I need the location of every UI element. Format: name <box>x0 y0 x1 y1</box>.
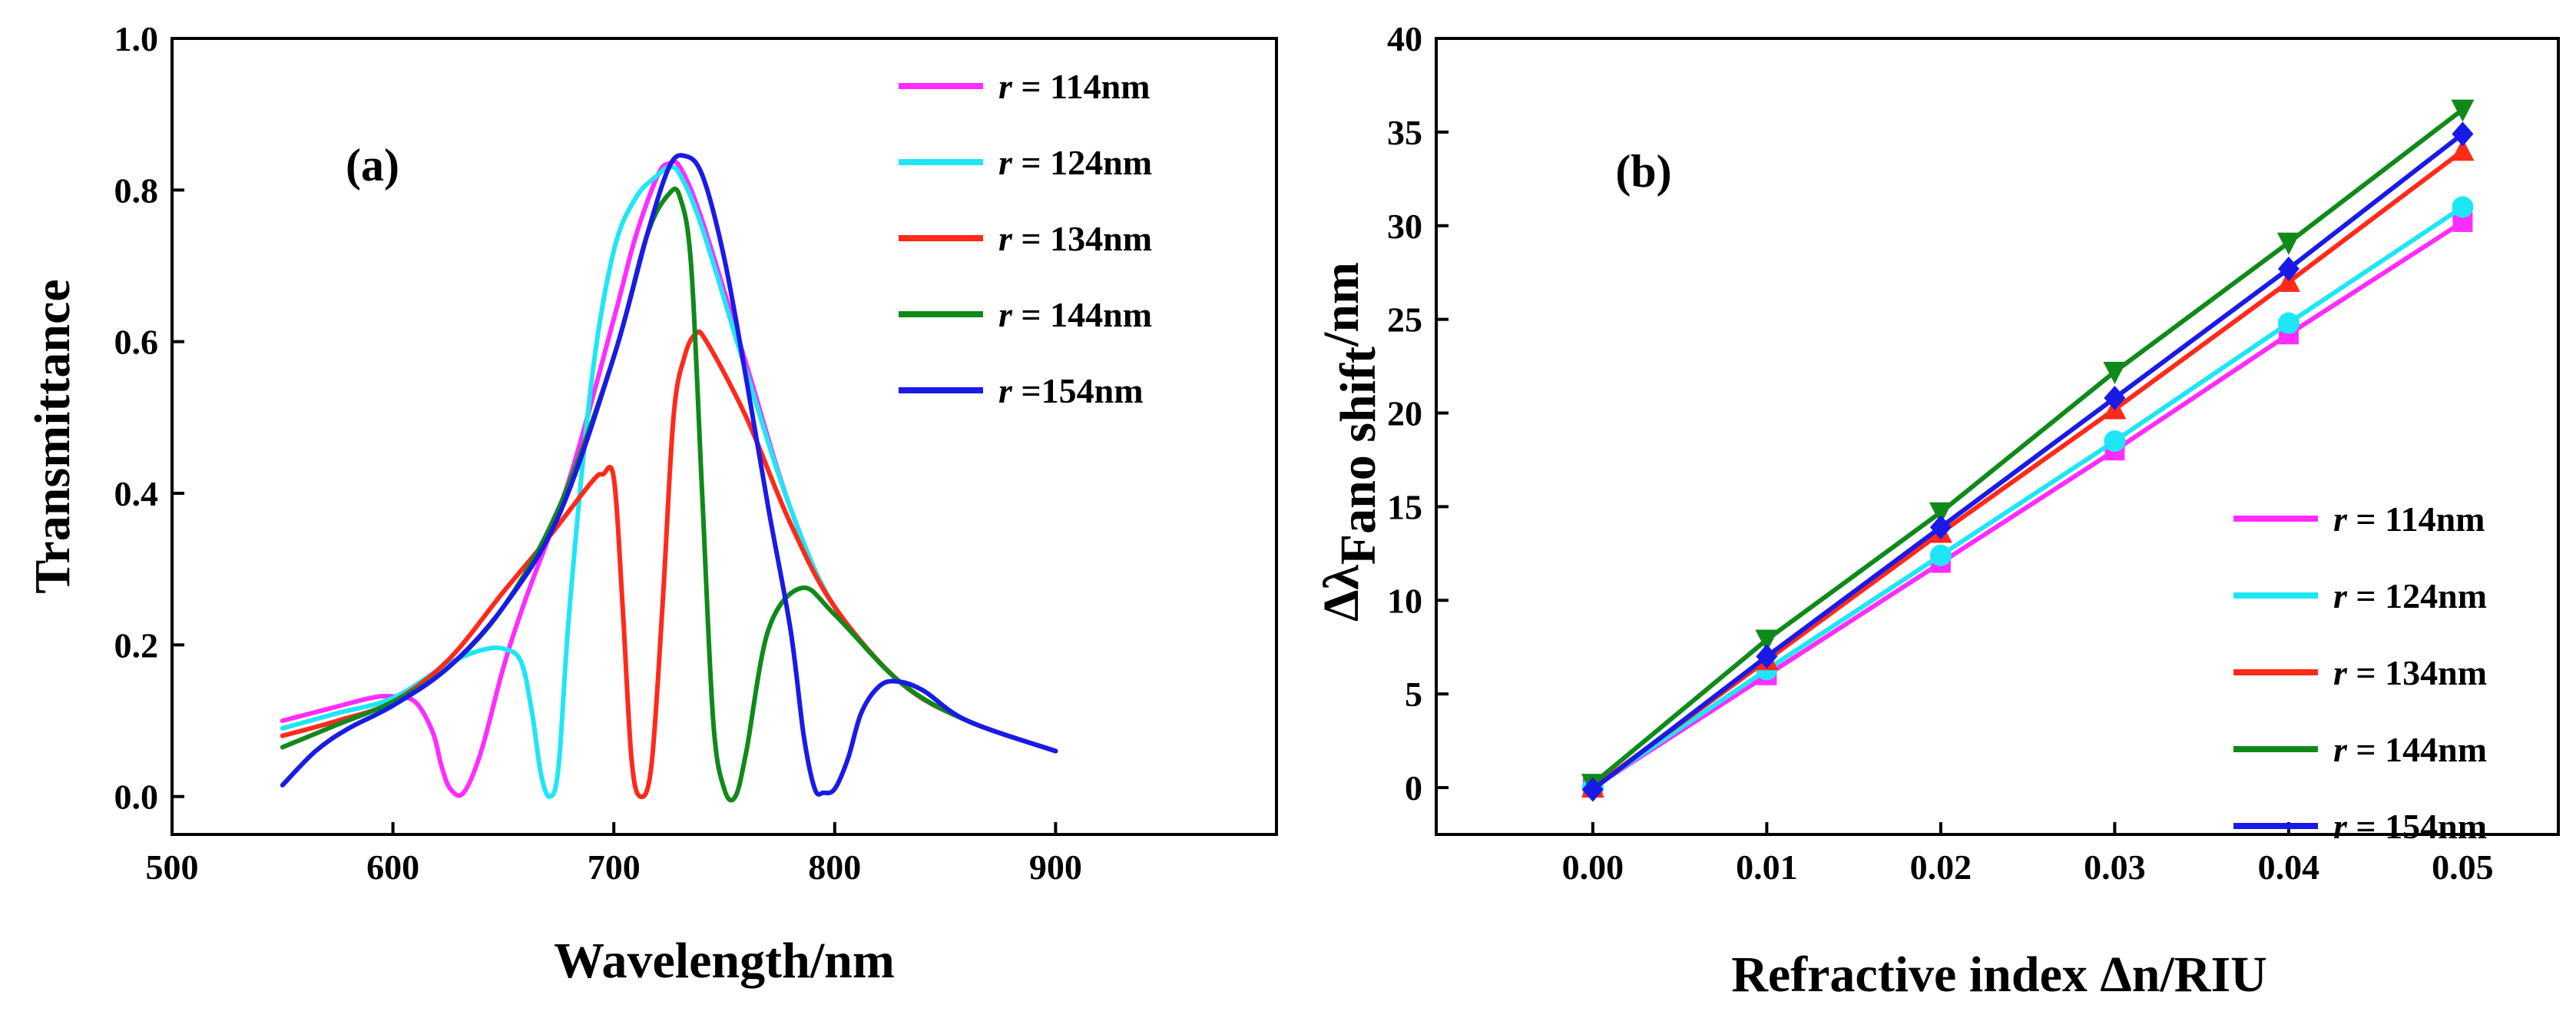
legend-label-variable: r <box>998 295 1013 334</box>
series-line <box>280 164 1058 799</box>
legend-label-value: = 114nm <box>2347 499 2485 539</box>
data-point <box>2103 361 2127 384</box>
legend-label-variable: r <box>2333 653 2348 692</box>
x-tick-label: 700 <box>588 847 641 887</box>
y-tick-label: 0.2 <box>114 625 159 665</box>
panel-label: (b) <box>1615 146 1671 197</box>
legend-label-variable: r <box>998 143 1013 182</box>
legend-label: r = 134nm <box>998 219 1152 258</box>
x-tick-label: 600 <box>366 847 419 887</box>
legend-label-variable: r <box>2333 499 2348 539</box>
plot-frame <box>171 37 1278 836</box>
legend-label-value: = 124nm <box>2347 576 2487 615</box>
data-point <box>2451 99 2475 122</box>
legend-label-value: = 124nm <box>1012 143 1152 182</box>
legend-label-variable: r <box>998 371 1013 410</box>
legend-label: r = 144nm <box>2333 730 2487 769</box>
y-tick-label: 5 <box>1405 675 1422 714</box>
legend-label: r = 124nm <box>998 143 1152 182</box>
y-tick-label: 0.8 <box>114 171 159 210</box>
chart-panel-b: 0.00 0.01 0.02 0.03 0.04 0.05 0 5 10 15 20 25 30 35 40… <box>1313 19 2560 1003</box>
y-axis-title-main: Δλ <box>1313 565 1369 622</box>
legend-label: r = 144nm <box>998 295 1152 334</box>
chart-panel-a: 500 600 700 800 900 0.0 0.2 0.4 0.6 0.8 1.0 (a) r = … <box>25 19 1278 989</box>
legend-label-value: = 154nm <box>2347 807 2487 846</box>
legend-label-variable: r <box>998 219 1013 258</box>
legend-label-value: = 144nm <box>1012 295 1152 334</box>
legend-label: r = 134nm <box>2333 653 2487 692</box>
data-point <box>2277 312 2300 334</box>
x-axis-title: Wavelength/nm <box>554 933 895 989</box>
y-tick-label: 10 <box>1387 581 1422 620</box>
data-point <box>1929 515 1952 540</box>
data-point <box>2452 121 2474 147</box>
data-point <box>1755 629 1779 652</box>
y-axis-title: ΔλFano shift/nm <box>1313 262 1386 622</box>
x-tick-label: 0.05 <box>2432 847 2494 887</box>
legend-label: r = 114nm <box>998 67 1150 106</box>
y-tick-label: 0.4 <box>114 474 159 513</box>
panel-label: (a) <box>346 140 399 191</box>
plot-frame <box>1435 37 2560 836</box>
y-tick-label: 20 <box>1387 394 1422 433</box>
x-tick-label: 0.01 <box>1736 847 1798 887</box>
legend-label-variable: r <box>998 67 1013 106</box>
series-line <box>1591 204 2465 790</box>
legend-label-variable: r <box>2333 730 2348 769</box>
data-point <box>1929 502 1952 525</box>
y-tick-label: 15 <box>1387 487 1422 526</box>
legend-label: r = 154nm <box>2333 807 2487 846</box>
legend-label: r = 124nm <box>2333 576 2487 615</box>
series-line <box>1591 131 2465 791</box>
x-axis-title: Refractive index Δn/RIU <box>1731 947 2267 1003</box>
y-tick-label: 0.0 <box>114 778 159 817</box>
y-tick-label: 30 <box>1387 207 1422 246</box>
x-tick-label: 500 <box>146 847 199 887</box>
x-tick-label: 800 <box>808 847 861 887</box>
legend-label-value: = 134nm <box>2347 653 2487 692</box>
series-line <box>280 329 1058 800</box>
legend-label-value: =154nm <box>1012 371 1144 410</box>
x-tick-label: 900 <box>1029 847 1082 887</box>
series-line <box>1591 220 2465 790</box>
legend-label-value: = 114nm <box>1012 67 1151 106</box>
legend-label-variable: r <box>2333 576 2348 615</box>
y-tick-label: 40 <box>1387 19 1422 58</box>
y-axis-title-unit: /nm <box>1313 262 1369 347</box>
legend-label: r = 114nm <box>2333 499 2485 539</box>
data-point <box>1581 777 1604 802</box>
x-tick-label: 0.02 <box>1910 847 1972 887</box>
y-axis-title: Transmittance <box>25 279 81 593</box>
data-point <box>2104 386 2126 411</box>
data-point <box>2276 232 2300 255</box>
y-axis-title-subscript: Fano shift <box>1330 347 1386 565</box>
legend-label: r =154nm <box>998 371 1144 410</box>
data-point <box>2452 196 2474 218</box>
data-point <box>1929 544 1952 566</box>
data-point <box>2104 430 2126 453</box>
y-tick-label: 35 <box>1387 113 1422 152</box>
data-point <box>2451 138 2475 161</box>
data-point <box>1756 644 1778 669</box>
y-tick-label: 1.0 <box>114 19 159 58</box>
y-tick-label: 0.6 <box>114 323 159 362</box>
x-tick-label: 0.00 <box>1562 847 1624 887</box>
legend-label-variable: r <box>2333 807 2348 846</box>
legend-label-value: = 134nm <box>1012 219 1152 258</box>
x-tick-label: 0.04 <box>2258 847 2320 887</box>
x-tick-label: 0.03 <box>2084 847 2146 887</box>
series-line <box>1591 108 2465 786</box>
legend-label-value: = 144nm <box>2347 730 2487 769</box>
y-tick-label: 25 <box>1387 300 1422 340</box>
data-point <box>2277 256 2300 281</box>
y-tick-label: 0 <box>1405 768 1422 808</box>
series-line <box>280 153 1058 797</box>
